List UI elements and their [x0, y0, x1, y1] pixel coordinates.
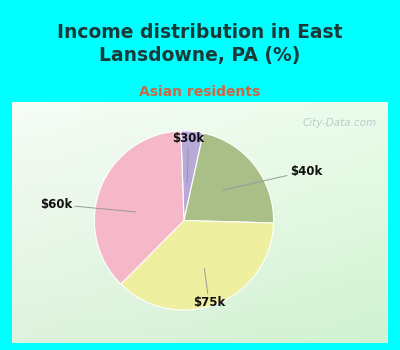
Text: $40k: $40k — [223, 165, 322, 190]
Wedge shape — [181, 131, 203, 220]
Text: $75k: $75k — [193, 268, 225, 309]
Wedge shape — [94, 131, 184, 284]
Text: City-Data.com: City-Data.com — [302, 118, 377, 128]
Text: Income distribution in East
Lansdowne, PA (%): Income distribution in East Lansdowne, P… — [57, 23, 343, 65]
Text: $60k: $60k — [40, 198, 136, 212]
Text: $30k: $30k — [172, 132, 204, 183]
Text: Asian residents: Asian residents — [139, 85, 261, 99]
Wedge shape — [184, 133, 274, 223]
Wedge shape — [121, 220, 274, 310]
